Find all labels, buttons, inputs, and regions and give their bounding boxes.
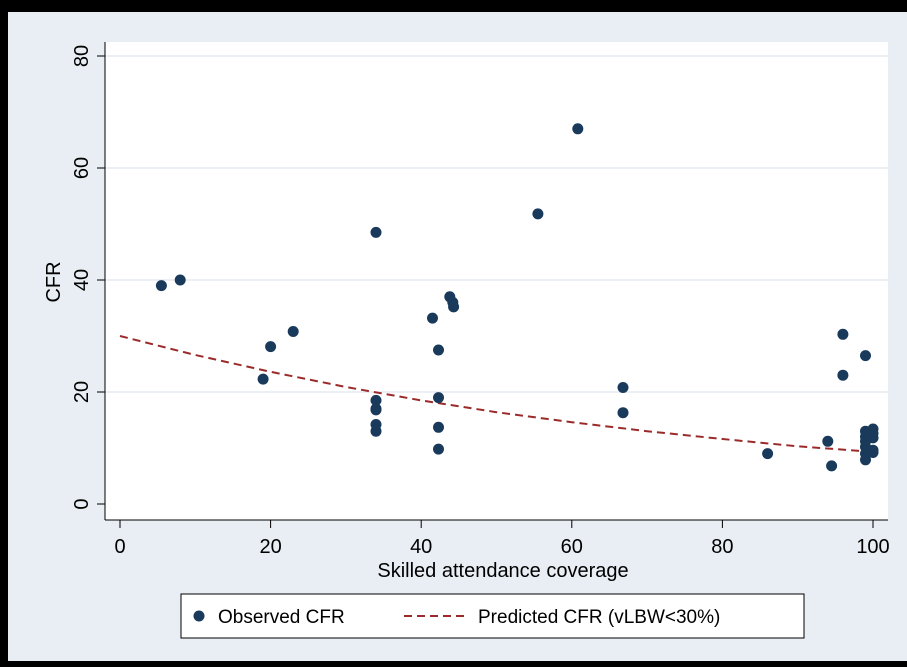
scatter-chart: 0 20 40 60 80 100 0 20 40 60 80 Skilled attendanc…: [8, 12, 907, 661]
x-tick-label: 80: [711, 536, 733, 558]
observed-cfr-point: [433, 392, 444, 403]
chart-panel: 0 20 40 60 80 100 0 20 40 60 80 Skilled attendanc…: [8, 12, 907, 661]
x-tick-label: 40: [410, 536, 432, 558]
y-axis-ticks: 0 20 40 60 80: [71, 45, 105, 510]
observed-cfr-point: [868, 432, 879, 443]
legend: Observed CFR Predicted CFR (vLBW<30%): [181, 594, 804, 638]
observed-cfr-point: [433, 422, 444, 433]
observed-cfr-point: [762, 448, 773, 459]
observed-cfr-point: [868, 447, 879, 458]
observed-cfr-point: [837, 370, 848, 381]
observed-cfr-point: [572, 123, 583, 134]
observed-cfr-point: [288, 326, 299, 337]
observed-cfr-point: [826, 460, 837, 471]
y-tick-label: 40: [71, 269, 93, 291]
observed-cfr-point: [427, 313, 438, 324]
y-tick-label: 20: [71, 381, 93, 403]
x-tick-label: 0: [114, 536, 125, 558]
y-tick-label: 80: [71, 45, 93, 67]
y-tick-label: 0: [71, 498, 93, 509]
x-tick-label: 60: [561, 536, 583, 558]
legend-marker-observed: [194, 611, 205, 622]
y-axis-label: CFR: [43, 261, 65, 302]
x-tick-label: 100: [856, 536, 889, 558]
observed-cfr-point: [837, 329, 848, 340]
x-tick-label: 20: [259, 536, 281, 558]
observed-cfr-point: [175, 275, 186, 286]
legend-label-predicted: Predicted CFR (vLBW<30%): [478, 607, 720, 628]
observed-cfr-point: [532, 208, 543, 219]
observed-cfr-point: [265, 341, 276, 352]
observed-cfr-point: [258, 374, 269, 385]
y-tick-label: 60: [71, 157, 93, 179]
x-axis-ticks: 0 20 40 60 80 100: [114, 520, 889, 558]
plot-area: [105, 42, 888, 520]
observed-cfr-point: [618, 382, 629, 393]
x-axis-label: Skilled attendance coverage: [377, 560, 628, 582]
observed-cfr-point: [822, 436, 833, 447]
observed-cfr-point: [860, 350, 871, 361]
observed-cfr-point: [156, 280, 167, 291]
observed-cfr-point: [433, 345, 444, 356]
observed-cfr-point: [433, 444, 444, 455]
observed-cfr-point: [371, 426, 382, 437]
observed-cfr-point: [618, 407, 629, 418]
legend-label-observed: Observed CFR: [218, 607, 345, 628]
observed-cfr-point: [371, 227, 382, 238]
observed-cfr-point: [448, 301, 459, 312]
observed-cfr-point: [371, 404, 382, 415]
